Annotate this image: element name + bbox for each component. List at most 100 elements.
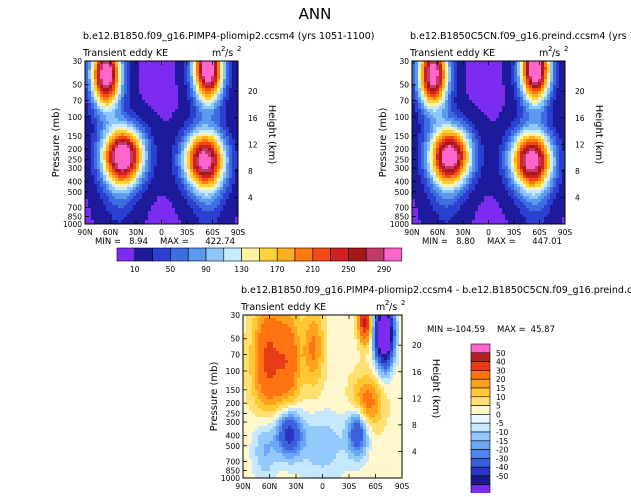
contour-cell (532, 73, 535, 76)
contour-cell (154, 133, 157, 136)
contour-cell (481, 70, 484, 73)
contour-cell (145, 187, 148, 190)
contour-cell (160, 208, 163, 211)
contour-cell (232, 148, 235, 151)
contour-cell (481, 151, 484, 154)
contour-cell (232, 70, 235, 73)
contour-cell (418, 151, 421, 154)
contour-cell (88, 148, 91, 151)
contour-cell (223, 187, 226, 190)
contour-cell (220, 190, 223, 193)
contour-cell (226, 220, 229, 223)
contour-cell (553, 130, 556, 133)
contour-cell (208, 157, 211, 160)
contour-cell (103, 67, 106, 70)
contour-cell (454, 133, 457, 136)
contour-cell (505, 154, 508, 157)
contour-cell (133, 82, 136, 85)
contour-cell (178, 142, 181, 145)
contour-cell (484, 139, 487, 142)
contour-cell (139, 106, 142, 109)
contour-cell (472, 133, 475, 136)
contour-cell (469, 154, 472, 157)
contour-cell (472, 109, 475, 112)
contour-cell (106, 130, 109, 133)
contour-cell (220, 85, 223, 88)
contour-cell (427, 76, 430, 79)
contour-cell (415, 169, 418, 172)
contour-cell (538, 109, 541, 112)
max-label: MAX = (160, 237, 189, 247)
contour-cell (106, 136, 109, 139)
contour-cell (145, 181, 148, 184)
contour-cell (559, 109, 562, 112)
contour-cell (166, 103, 169, 106)
contour-cell (445, 70, 448, 73)
contour-cell (466, 88, 469, 91)
contour-cell (541, 100, 544, 103)
contour-cell (475, 127, 478, 130)
contour-cell (544, 133, 547, 136)
contour-cell (430, 118, 433, 121)
contour-cell (466, 184, 469, 187)
contour-cell (196, 193, 199, 196)
contour-cell (445, 184, 448, 187)
contour-cell (214, 64, 217, 67)
contour-cell (442, 184, 445, 187)
contour-cell (478, 181, 481, 184)
contour-cell (106, 151, 109, 154)
contour-cell (547, 109, 550, 112)
contour-cell (160, 175, 163, 178)
contour-cell (181, 160, 184, 163)
contour-cell (472, 160, 475, 163)
contour-cell (94, 223, 97, 226)
contour-cell (112, 208, 115, 211)
contour-cell (442, 178, 445, 181)
contour-cell (526, 112, 529, 115)
contour-cell (469, 118, 472, 121)
contour-cell (226, 202, 229, 205)
contour-cell (100, 151, 103, 154)
contour-cell (430, 139, 433, 142)
contour-cell (205, 181, 208, 184)
contour-cell (184, 184, 187, 187)
contour-cell (466, 157, 469, 160)
contour-cell (442, 148, 445, 151)
contour-cell (223, 76, 226, 79)
contour-cell (487, 163, 490, 166)
contour-cell (469, 172, 472, 175)
contour-cell (187, 103, 190, 106)
contour-cell (220, 169, 223, 172)
contour-cell (151, 184, 154, 187)
contour-cell (541, 94, 544, 97)
contour-cell (226, 91, 229, 94)
contour-cell (94, 202, 97, 205)
contour-cell (415, 112, 418, 115)
contour-cell (553, 76, 556, 79)
contour-cell (139, 190, 142, 193)
contour-cell (544, 97, 547, 100)
contour-cell (487, 88, 490, 91)
contour-cell (139, 163, 142, 166)
contour-cell (511, 127, 514, 130)
contour-cell (466, 139, 469, 142)
contour-cell (172, 64, 175, 67)
contour-cell (166, 121, 169, 124)
contour-cell (523, 127, 526, 130)
contour-cell (508, 64, 511, 67)
contour-cell (226, 196, 229, 199)
contour-cell (469, 130, 472, 133)
contour-cell (121, 166, 124, 169)
contour-cell (421, 124, 424, 127)
contour-cell (196, 103, 199, 106)
contour-cell (115, 184, 118, 187)
contour-cell (478, 151, 481, 154)
contour-cell (142, 70, 145, 73)
contour-cell (481, 85, 484, 88)
contour-cell (199, 133, 202, 136)
contour-cell (544, 178, 547, 181)
contour-cell (208, 94, 211, 97)
contour-cell (472, 106, 475, 109)
contour-cell (556, 130, 559, 133)
contour-cell (223, 130, 226, 133)
